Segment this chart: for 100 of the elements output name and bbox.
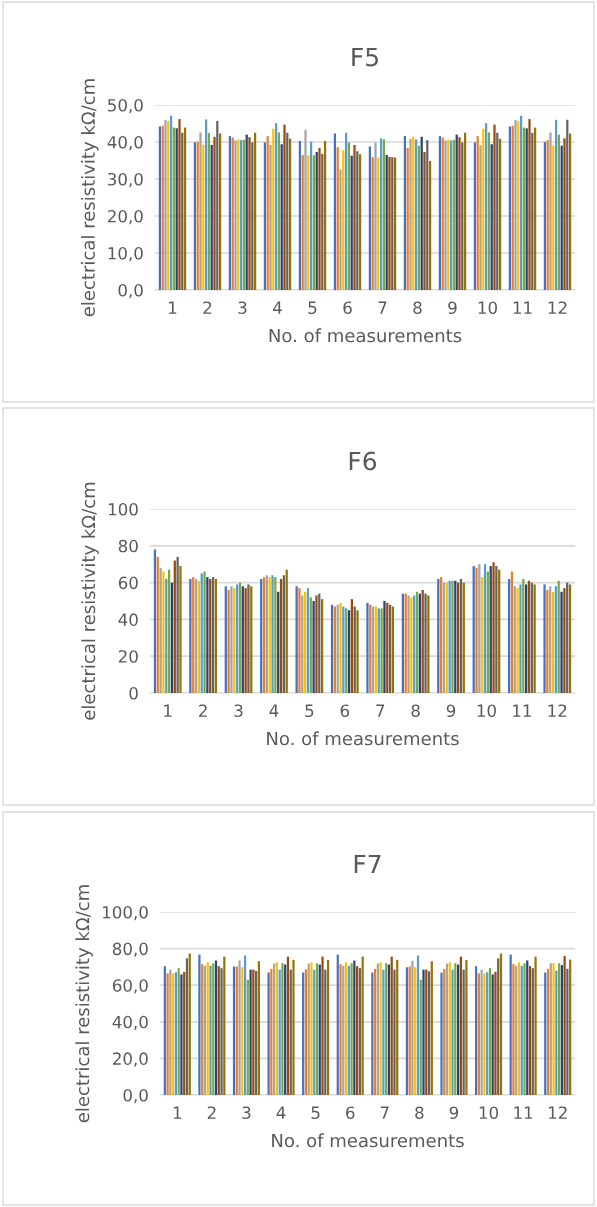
bar xyxy=(414,967,417,1095)
bar xyxy=(361,956,364,1095)
y-tick-label: 40 xyxy=(118,613,138,626)
bar xyxy=(324,969,327,1095)
y-tick-label: 80,0 xyxy=(112,942,148,957)
x-tick-label: 1 xyxy=(173,1106,182,1119)
bar xyxy=(278,969,281,1095)
bar xyxy=(188,953,191,1095)
bar xyxy=(390,956,393,1095)
x-tick-label: 6 xyxy=(340,704,350,718)
bar xyxy=(162,571,165,693)
bar xyxy=(166,973,169,1095)
bar xyxy=(336,954,339,1095)
bar xyxy=(462,969,465,1095)
bar xyxy=(204,119,208,290)
y-tick-label: 100 xyxy=(108,502,138,516)
x-tick-label: 4 xyxy=(269,704,279,717)
x-tick-label: 11 xyxy=(513,704,531,717)
bar xyxy=(440,972,443,1095)
y-tick-label: 40,0 xyxy=(107,135,143,151)
bar xyxy=(488,968,492,1095)
x-tick-label: 10 xyxy=(478,301,497,315)
x-tick-label: 5 xyxy=(308,301,317,315)
y-tick-label: 50,0 xyxy=(108,98,143,114)
y-axis-title: electrical resistivity kΩ/cm xyxy=(80,79,99,317)
bar xyxy=(499,953,503,1095)
bar xyxy=(267,972,270,1095)
x-tick-label: 3 xyxy=(238,301,247,315)
bar xyxy=(241,967,244,1095)
y-tick-label: 20 xyxy=(118,650,138,663)
bar xyxy=(313,969,316,1095)
bar xyxy=(177,968,180,1095)
bar xyxy=(269,144,272,290)
bar xyxy=(416,955,420,1095)
y-tick-label: 60,0 xyxy=(112,979,148,994)
bar xyxy=(509,954,512,1095)
bar xyxy=(546,968,550,1095)
y-tick-label: 10,0 xyxy=(108,246,143,262)
bar xyxy=(356,610,359,693)
bar xyxy=(480,969,483,1095)
y-tick-label: 0,0 xyxy=(123,1088,148,1104)
x-tick-label: 2 xyxy=(199,704,207,717)
bar xyxy=(283,124,286,290)
bar xyxy=(566,968,569,1095)
bar xyxy=(374,142,377,290)
x-tick-label: 3 xyxy=(242,1106,251,1120)
x-tick-label: 8 xyxy=(411,704,420,718)
bar xyxy=(393,969,396,1095)
x-tick-label: 9 xyxy=(446,704,456,718)
bar xyxy=(479,145,482,290)
y-tick-label: 0,0 xyxy=(118,283,143,299)
bar xyxy=(199,132,202,290)
x-tick-label: 10 xyxy=(477,704,496,718)
bar xyxy=(292,959,295,1095)
y-tick-label: 30,0 xyxy=(108,172,143,188)
bar xyxy=(257,961,261,1095)
bar xyxy=(238,960,241,1095)
bar xyxy=(555,970,558,1095)
bar xyxy=(423,151,426,290)
bar xyxy=(169,969,172,1095)
bar xyxy=(198,954,201,1095)
chart-title: F6 xyxy=(349,451,377,471)
x-tick-label: 7 xyxy=(380,1106,389,1119)
bar xyxy=(443,968,446,1095)
bar xyxy=(213,136,216,290)
bar xyxy=(243,955,247,1095)
bar xyxy=(451,969,454,1095)
bar xyxy=(534,956,537,1095)
bar xyxy=(185,958,189,1095)
bar xyxy=(528,119,531,290)
x-tick-label: 9 xyxy=(449,1106,459,1120)
bar xyxy=(286,956,290,1095)
x-tick-label: 6 xyxy=(346,1106,355,1120)
x-tick-label: 11 xyxy=(513,301,532,314)
x-tick-label: 1 xyxy=(164,704,172,717)
x-tick-label: 12 xyxy=(548,301,567,314)
bar xyxy=(339,169,342,290)
bar xyxy=(159,567,162,693)
bar xyxy=(289,969,292,1095)
x-tick-label: 12 xyxy=(548,704,567,717)
x-tick-label: 1 xyxy=(169,301,177,314)
y-tick-label: 100,0 xyxy=(103,905,148,921)
y-tick-label: 80 xyxy=(118,539,138,553)
bar xyxy=(163,966,166,1095)
x-tick-label: 8 xyxy=(413,301,422,315)
x-tick-label: 7 xyxy=(378,301,387,314)
x-axis-title: No. of measurements xyxy=(272,1133,464,1148)
x-tick-label: 4 xyxy=(276,1106,286,1119)
bar xyxy=(497,958,500,1095)
x-axis-title: No. of measurements xyxy=(269,328,462,343)
bar xyxy=(304,129,307,290)
x-axis-title: No. of measurements xyxy=(267,731,459,746)
bar xyxy=(411,960,414,1095)
x-tick-label: 8 xyxy=(415,1106,424,1120)
x-tick-label: 11 xyxy=(514,1106,533,1119)
bar xyxy=(353,144,356,290)
bar xyxy=(474,966,478,1095)
bar xyxy=(543,584,546,693)
bar xyxy=(519,584,522,693)
x-tick-label: 6 xyxy=(343,301,352,315)
